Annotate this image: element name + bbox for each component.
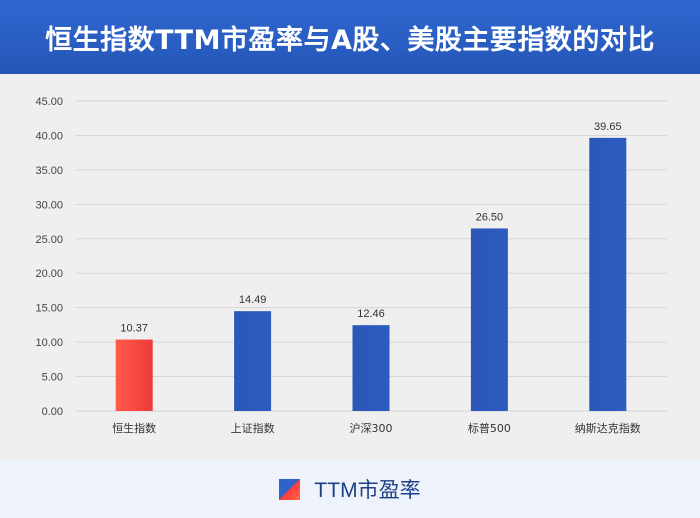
y-tick-label: 10.00: [35, 337, 63, 349]
y-tick-label: 40.00: [35, 130, 63, 142]
category-label: 标普500: [468, 421, 511, 435]
legend-swatch: [279, 478, 301, 500]
y-tick-label: 45.00: [35, 96, 63, 108]
category-label: 上证指数: [231, 421, 275, 435]
bar-value-label: 39.65: [594, 121, 622, 133]
legend: TTM市盈率: [0, 460, 700, 518]
y-tick-label: 30.00: [35, 199, 63, 211]
y-tick-label: 20.00: [35, 268, 63, 280]
y-tick-label: 5.00: [42, 372, 63, 384]
bar-value-label: 10.37: [120, 323, 148, 335]
bar-value-label: 26.50: [476, 211, 504, 223]
bar-value-label: 14.49: [239, 294, 267, 306]
grid-lines: [75, 100, 667, 412]
y-tick-label: 15.00: [35, 303, 63, 315]
bar-value-label: 12.46: [357, 308, 385, 320]
bars: [115, 137, 627, 411]
category-labels: 恒生指数 上证指数 沪深300 标普500 纳斯达克指数: [112, 421, 641, 435]
y-axis-ticks: 0.00 5.00 10.00 15.00 20.00 25.00 30.00 35.00 40…: [35, 96, 63, 418]
legend-label: TTM市盈率: [314, 479, 421, 502]
bar-default: [589, 137, 627, 411]
y-tick-label: 0.00: [42, 406, 63, 418]
plot-area: 0.00 5.00 10.00 15.00 20.00 25.00 30.00 35.00 40…: [0, 74, 700, 460]
header-bar: 恒生指数TTM市盈率与A股、美股主要指数的对比: [0, 0, 700, 74]
bar-default: [352, 325, 390, 411]
category-label: 沪深300: [350, 421, 393, 435]
y-tick-label: 35.00: [35, 165, 63, 177]
bar-chart: 0.00 5.00 10.00 15.00 20.00 25.00 30.00 35.00 40…: [35, 96, 667, 435]
category-label: 恒生指数: [112, 421, 156, 435]
y-tick-label: 25.00: [35, 234, 63, 246]
category-label: 纳斯达克指数: [575, 421, 641, 435]
bar-highlight: [115, 339, 153, 411]
bar-default: [234, 311, 272, 411]
chart-title: 恒生指数TTM市盈率与A股、美股主要指数的对比: [45, 24, 655, 56]
bar-default: [470, 228, 508, 411]
value-labels: 10.37 14.49 12.46 26.50 39.65: [120, 121, 621, 335]
